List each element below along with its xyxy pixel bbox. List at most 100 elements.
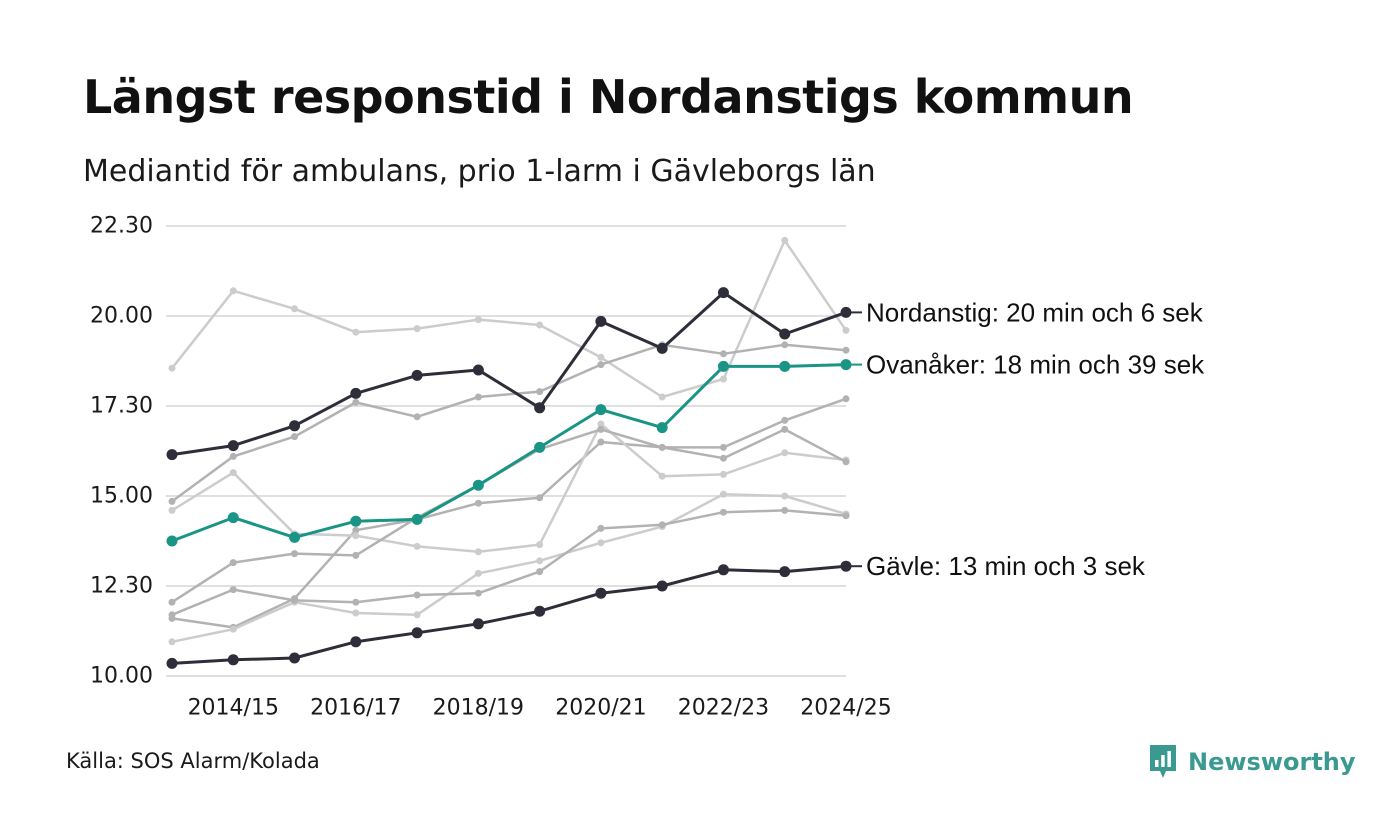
data-point-ovrig-kommun-1 — [658, 393, 666, 401]
series-ovrig-kommun-2 — [168, 341, 850, 505]
data-point-ovanaker — [717, 360, 729, 372]
data-point-nordanstig — [717, 287, 729, 299]
data-point-ovrig-kommun-6 — [719, 490, 727, 498]
data-point-ovrig-kommun-4 — [781, 449, 789, 457]
data-point-ovrig-kommun-5 — [597, 425, 605, 433]
y-tick-label: 22.30 — [90, 214, 153, 239]
series-label-gavle: Gävle: 13 min och 3 sek — [866, 551, 1146, 581]
series-label-ovanaker: Ovanåker: 18 min och 39 sek — [866, 350, 1205, 380]
x-tick-label: 2020/21 — [555, 696, 646, 721]
x-tick-label: 2016/17 — [310, 696, 401, 721]
data-point-ovrig-kommun-6 — [352, 609, 360, 617]
data-point-ovanaker — [534, 441, 546, 453]
data-point-ovrig-kommun-7 — [352, 598, 360, 606]
data-point-gavle — [534, 605, 546, 617]
data-point-ovrig-kommun-7 — [658, 521, 666, 529]
y-tick-label: 10.00 — [90, 664, 153, 689]
data-point-ovrig-kommun-7 — [842, 512, 850, 520]
chart-title: Längst responstid i Nordanstigs kommun — [83, 70, 1134, 124]
data-point-ovrig-kommun-1 — [536, 321, 544, 329]
data-point-ovrig-kommun-4 — [597, 420, 605, 428]
data-point-ovrig-kommun-4 — [352, 532, 360, 540]
series-line-ovanaker — [170, 363, 848, 543]
data-point-ovrig-kommun-5 — [352, 551, 360, 559]
series-gavle — [166, 560, 852, 669]
data-point-ovrig-kommun-1 — [413, 325, 421, 333]
data-point-ovrig-kommun-3 — [474, 499, 482, 507]
data-point-ovrig-kommun-5 — [781, 425, 789, 433]
data-point-ovrig-kommun-3 — [597, 438, 605, 446]
data-point-ovrig-kommun-3 — [842, 395, 850, 403]
data-point-ovrig-kommun-1 — [781, 236, 789, 244]
data-point-ovrig-kommun-3 — [781, 416, 789, 424]
gridlines — [166, 225, 846, 677]
series-label-nordanstig: Nordanstig: 20 min och 6 sek — [866, 297, 1204, 327]
series-line-ovrig-kommun-7 — [170, 509, 848, 617]
data-point-nordanstig — [595, 315, 607, 327]
data-point-nordanstig — [350, 387, 362, 399]
data-point-ovrig-kommun-7 — [474, 589, 482, 597]
data-point-ovrig-kommun-4 — [536, 541, 544, 549]
data-point-ovrig-kommun-2 — [291, 433, 299, 441]
data-point-ovrig-kommun-6 — [413, 611, 421, 619]
data-point-nordanstig — [779, 328, 791, 340]
source-note: Källa: SOS Alarm/Kolada — [66, 749, 320, 773]
data-point-ovrig-kommun-5 — [229, 559, 237, 567]
data-point-ovrig-kommun-2 — [168, 497, 176, 505]
y-tick-label: 20.00 — [90, 304, 153, 329]
data-point-ovrig-kommun-3 — [536, 494, 544, 502]
data-point-ovrig-kommun-7 — [291, 596, 299, 604]
brand-name: Newsworthy — [1188, 748, 1356, 776]
data-point-ovrig-kommun-6 — [229, 625, 237, 633]
data-point-nordanstig — [472, 364, 484, 376]
series-ovrig-kommun-1 — [168, 236, 850, 401]
data-point-nordanstig — [411, 369, 423, 381]
data-point-ovanaker — [411, 513, 423, 525]
x-tick-label: 2024/25 — [800, 696, 891, 721]
data-point-ovrig-kommun-4 — [168, 506, 176, 514]
data-point-ovrig-kommun-4 — [474, 548, 482, 556]
data-point-nordanstig — [166, 449, 178, 461]
data-point-ovrig-kommun-7 — [781, 506, 789, 514]
data-point-ovrig-kommun-4 — [413, 542, 421, 550]
series-line-ovrig-kommun-2 — [170, 343, 848, 503]
data-point-ovrig-kommun-2 — [536, 388, 544, 396]
series-line-ovrig-kommun-5 — [170, 428, 848, 604]
data-point-ovrig-kommun-5 — [842, 458, 850, 466]
data-point-gavle — [595, 587, 607, 599]
data-point-gavle — [779, 566, 791, 578]
data-point-ovanaker — [227, 512, 239, 524]
data-point-ovrig-kommun-7 — [229, 586, 237, 594]
series-ovrig-kommun-7 — [168, 506, 850, 619]
x-tick-label: 2018/19 — [433, 696, 524, 721]
x-axis-tick-labels: 2014/15 2016/17 2018/19 2020/21 2022/23 2024/… — [188, 696, 892, 721]
data-point-ovrig-kommun-6 — [781, 492, 789, 500]
series-line-nordanstig — [170, 291, 848, 457]
data-point-ovanaker — [472, 479, 484, 491]
series-ovrig-kommun-5 — [168, 425, 850, 606]
data-point-ovanaker — [656, 422, 668, 434]
data-point-ovrig-kommun-2 — [413, 413, 421, 421]
data-point-ovrig-kommun-3 — [352, 526, 360, 534]
y-axis-tick-labels: 10.00 12.30 15.00 17.30 20.00 22.30 — [90, 214, 153, 689]
series-line-ovrig-kommun-3 — [170, 397, 848, 629]
data-point-ovanaker — [779, 360, 791, 372]
data-point-gavle — [472, 618, 484, 630]
data-point-ovrig-kommun-5 — [168, 598, 176, 606]
data-point-ovrig-kommun-1 — [291, 305, 299, 313]
y-tick-label: 17.30 — [90, 394, 153, 419]
data-point-ovrig-kommun-6 — [597, 539, 605, 547]
data-point-ovrig-kommun-7 — [168, 611, 176, 619]
data-point-ovrig-kommun-1 — [168, 364, 176, 372]
data-point-ovrig-kommun-2 — [474, 393, 482, 401]
data-point-ovrig-kommun-5 — [658, 443, 666, 451]
data-point-ovrig-kommun-1 — [842, 326, 850, 334]
data-point-nordanstig — [656, 342, 668, 354]
data-point-nordanstig — [534, 402, 546, 414]
data-point-ovrig-kommun-7 — [719, 508, 727, 516]
data-point-ovanaker — [289, 531, 301, 543]
data-point-ovrig-kommun-1 — [229, 287, 237, 295]
data-point-ovrig-kommun-3 — [719, 443, 727, 451]
series-ovrig-kommun-4 — [168, 420, 850, 556]
